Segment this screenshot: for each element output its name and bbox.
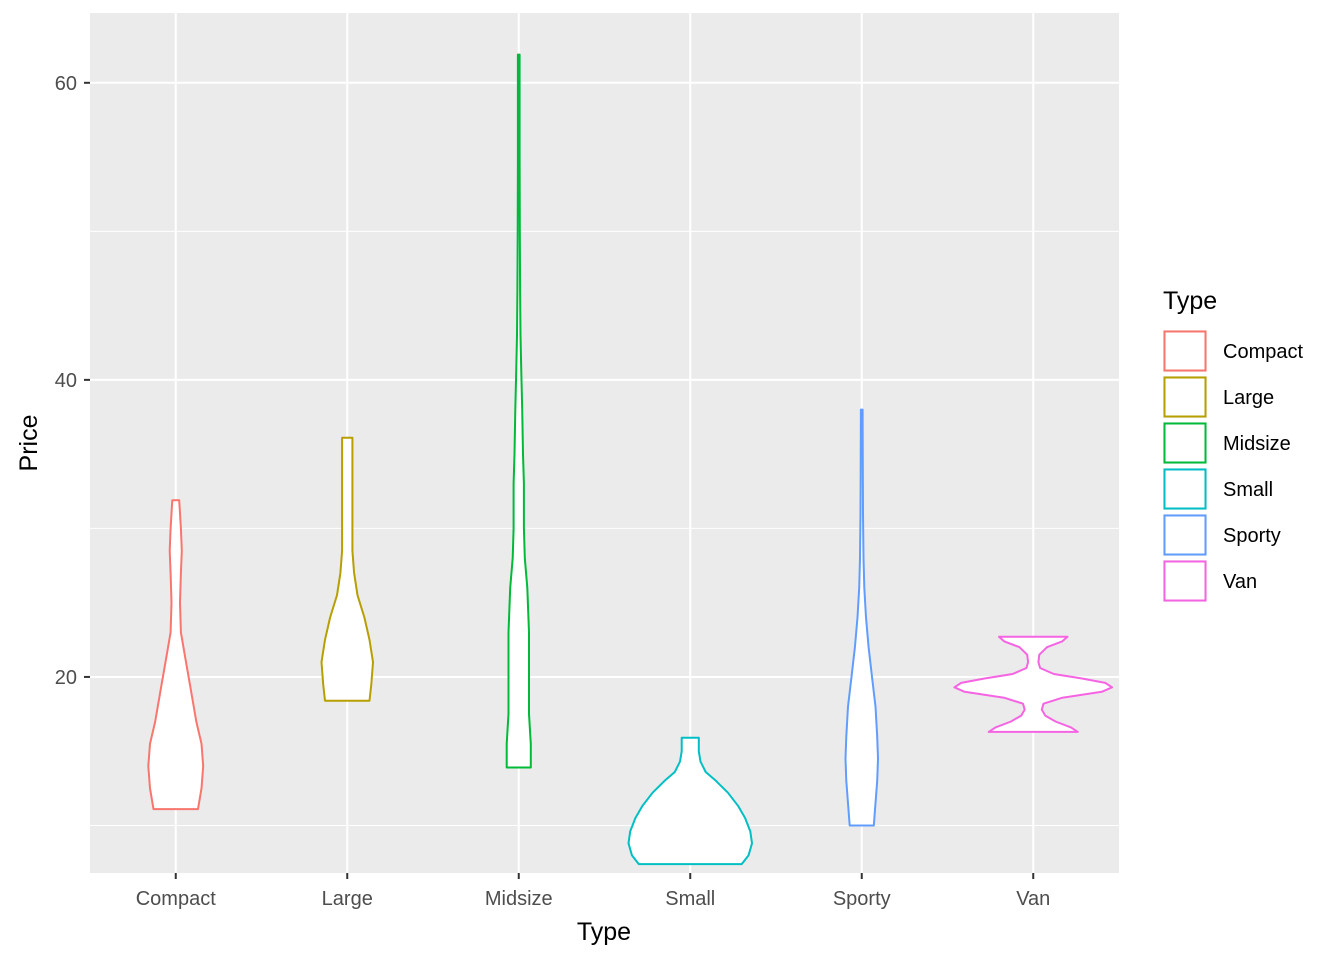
x-tick-label: Van [1016, 888, 1050, 910]
legend-key-large [1163, 376, 1207, 418]
axis-layer: 20 40 60 Compact Large Midsize Small Sporty Van [55, 73, 1051, 910]
legend-key-small [1163, 468, 1207, 510]
violin-small [627, 736, 753, 866]
x-tick-label: Compact [136, 888, 216, 910]
legend-key-midsize [1163, 422, 1207, 464]
y-axis-title: Price [15, 415, 43, 472]
violin-sporty [844, 408, 879, 827]
legend: Type Compact Large Midsize Small Sporty Van [1163, 287, 1303, 602]
violin-van [953, 635, 1114, 733]
x-tick-label: Sporty [833, 888, 891, 910]
legend-key-sporty [1163, 514, 1207, 556]
y-tick-label: 40 [55, 370, 77, 392]
legend-label-large: Large [1223, 387, 1274, 409]
violin-layer [147, 53, 1114, 866]
legend-title: Type [1163, 287, 1217, 315]
legend-key-compact [1163, 330, 1207, 372]
x-tick-label: Large [322, 888, 373, 910]
legend-label-midsize: Midsize [1223, 433, 1291, 455]
legend-label-small: Small [1223, 479, 1273, 501]
legend-label-van: Van [1223, 571, 1257, 593]
x-tick-label: Midsize [485, 888, 553, 910]
violin-compact [147, 499, 205, 811]
y-tick-label: 60 [55, 73, 77, 95]
violin-midsize [505, 53, 532, 769]
legend-label-compact: Compact [1223, 341, 1303, 363]
legend-label-sporty: Sporty [1223, 525, 1281, 547]
violin-large [320, 436, 374, 702]
plot-panel [90, 13, 1119, 873]
x-tick-label: Small [665, 888, 715, 910]
y-tick-label: 20 [55, 667, 77, 689]
x-axis-title: Type [577, 918, 631, 946]
legend-key-van [1163, 560, 1207, 602]
